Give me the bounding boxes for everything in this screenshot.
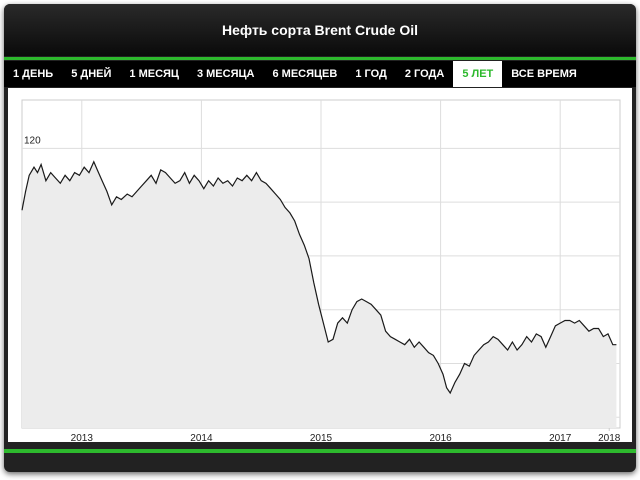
widget: Нефть сорта Brent Crude Oil 1 ДЕНЬ 5 ДНЕЙ…	[4, 4, 636, 472]
accent-line	[4, 449, 636, 453]
line	[21, 160, 617, 395]
x-tick-label: 2016	[429, 433, 452, 444]
tab[interactable]: 3 МЕСЯЦА	[196, 68, 255, 80]
x-tick-label: 2013	[71, 433, 94, 444]
x-tick-label: 2018	[598, 433, 621, 444]
x-tick-label: 2015	[310, 433, 333, 444]
y-tick-label: 120	[24, 135, 41, 146]
tab[interactable]: 2 ГОДА	[404, 68, 445, 80]
chart: 20406080100120201320142015201620172018	[8, 88, 632, 444]
tab[interactable]: 5 ЛЕТ	[453, 61, 503, 87]
tab[interactable]: 1 ДЕНЬ	[13, 68, 54, 80]
tab[interactable]: 5 ДНЕЙ	[71, 68, 112, 80]
tab[interactable]: ВСЕ ВРЕМЯ	[511, 68, 577, 80]
tab[interactable]: 1 ГОД	[355, 68, 387, 80]
x-tick-label: 2014	[190, 433, 213, 444]
accent-line	[4, 57, 636, 60]
tab[interactable]: 1 МЕСЯЦ	[129, 68, 179, 80]
area	[22, 161, 617, 429]
tab[interactable]: 6 МЕСЯЦЕВ	[272, 68, 338, 80]
x-tick-label: 2017	[549, 433, 572, 444]
title: Нефть сорта Brent Crude Oil	[4, 4, 636, 56]
tab-bar: 1 ДЕНЬ 5 ДНЕЙ 1 МЕСЯЦ 3 МЕСЯЦА 6 МЕСЯЦЕВ 1 ГО…	[4, 61, 636, 87]
